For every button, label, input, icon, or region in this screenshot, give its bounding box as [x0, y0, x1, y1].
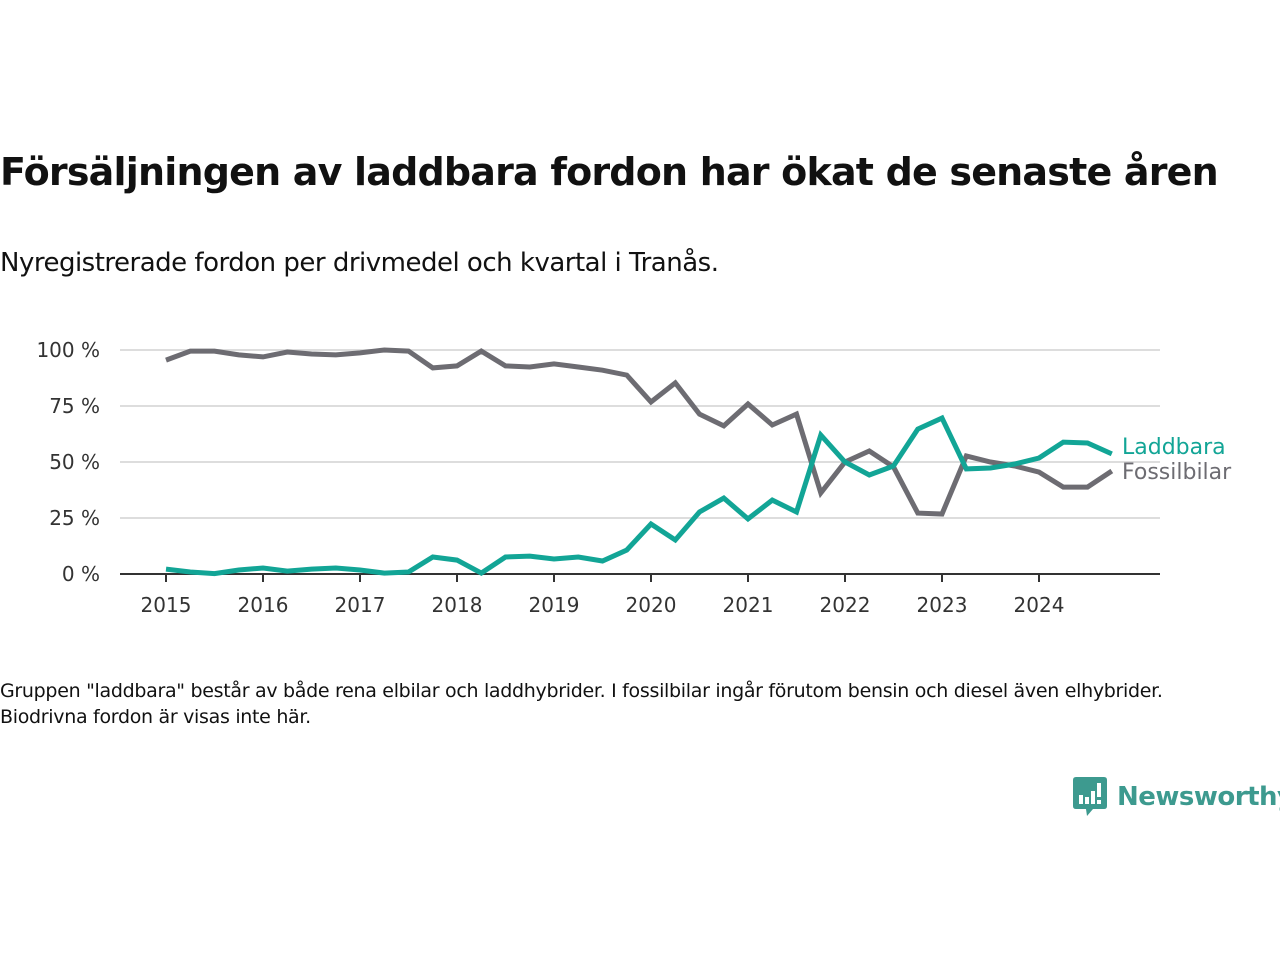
chart-title: Försäljningen av laddbara fordon har öka… — [0, 150, 1219, 194]
y-tick-label: 0 % — [62, 562, 100, 586]
x-axis: 2015 2016 2017 2018 2019 2020 2021 2022 2023 2024 — [120, 573, 1160, 617]
y-tick-label: 25 % — [49, 506, 100, 530]
y-tick-label: 50 % — [49, 450, 100, 474]
gridlines — [120, 349, 1160, 519]
x-tick-label: 2018 — [432, 593, 483, 617]
y-axis: 0 % 25 % 50 % 75 % 100 % — [36, 338, 100, 586]
x-tick-label: 2022 — [820, 593, 871, 617]
x-tick-label: 2016 — [238, 593, 289, 617]
y-tick-label: 100 % — [36, 338, 100, 362]
x-tick-label: 2024 — [1014, 593, 1065, 617]
series-lines — [165, 347, 1114, 577]
y-tick-label: 75 % — [49, 394, 100, 418]
x-tick-label: 2015 — [141, 593, 192, 617]
legend-label-laddbara: Laddbara — [1122, 435, 1226, 460]
chart-subtitle: Nyregistrerade fordon per drivmedel och … — [0, 248, 719, 278]
x-tick-label: 2020 — [626, 593, 677, 617]
brand-logo: Newsworthy — [1073, 777, 1280, 817]
series-line-laddbara — [165, 414, 1113, 577]
newsworthy-logo-icon — [1073, 777, 1107, 816]
x-tick-label: 2017 — [335, 593, 386, 617]
x-tick-label: 2019 — [529, 593, 580, 617]
series-line-fossilbilar — [165, 347, 1114, 517]
legend-label-fossilbilar: Fossilbilar — [1122, 460, 1232, 485]
line-chart: 0 %25 %50 %75 %100 % 2015 2016 2017 2018 201… — [36, 338, 1232, 617]
x-tick-label: 2021 — [723, 593, 774, 617]
x-tick-label: 2023 — [917, 593, 968, 617]
footnote: Gruppen "laddbara" består av både rena e… — [0, 680, 1163, 728]
brand-name: Newsworthy — [1117, 782, 1280, 812]
